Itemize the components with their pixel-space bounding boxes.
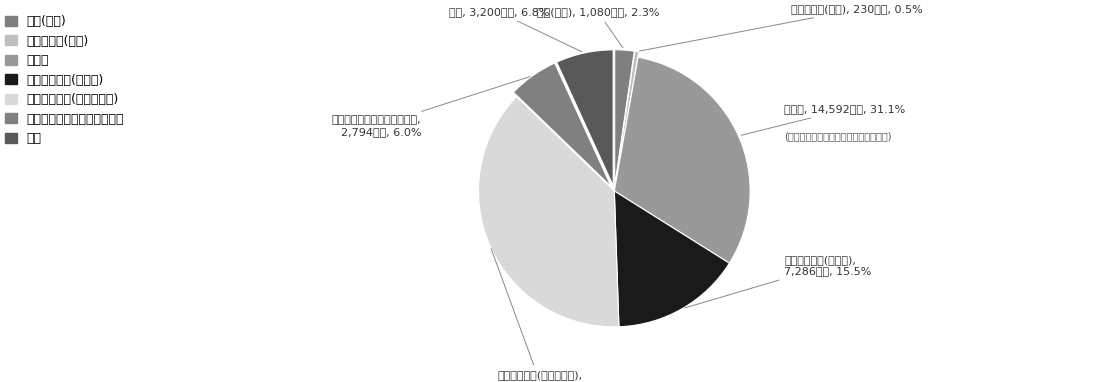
Text: 出版, 3,200億円, 6.8%: 出版, 3,200億円, 6.8%: [449, 7, 581, 52]
Text: 家庭用ゲーム(ソフト),
7,286億円, 15.5%: 家庭用ゲーム(ソフト), 7,286億円, 15.5%: [685, 255, 871, 308]
Wedge shape: [478, 97, 619, 327]
Text: テレビ番組(一般), 230億円, 0.5%: テレビ番組(一般), 230億円, 0.5%: [640, 5, 923, 51]
Wedge shape: [556, 50, 613, 186]
Text: 映画(実写), 1,080億円, 2.3%: 映画(実写), 1,080億円, 2.3%: [536, 7, 659, 48]
Legend: 映画(実写), テレビ番組(一般), アニメ, 家庭用ゲーム(ソフト), 家庭用ゲーム(オンライン), スマホ・像オンラインゲーム, 出版: 映画(実写), テレビ番組(一般), アニメ, 家庭用ゲーム(ソフト), 家庭用…: [5, 15, 124, 145]
Text: 家庭用ゲーム(オンライン),
17,700億円, 37.8%: 家庭用ゲーム(オンライン), 17,700億円, 37.8%: [491, 249, 587, 382]
Text: アニメ, 14,592億円, 31.1%: アニメ, 14,592億円, 31.1%: [742, 105, 905, 135]
Wedge shape: [615, 51, 638, 186]
Wedge shape: [614, 57, 750, 263]
Wedge shape: [513, 63, 611, 186]
Text: (アニメ関連の商品化・ゲーム売上含む): (アニメ関連の商品化・ゲーム売上含む): [784, 132, 892, 142]
Text: スマホ・像オンラインゲーム,
2,794億円, 6.0%: スマホ・像オンラインゲーム, 2,794億円, 6.0%: [331, 76, 530, 137]
Wedge shape: [614, 191, 730, 327]
Wedge shape: [614, 50, 634, 186]
